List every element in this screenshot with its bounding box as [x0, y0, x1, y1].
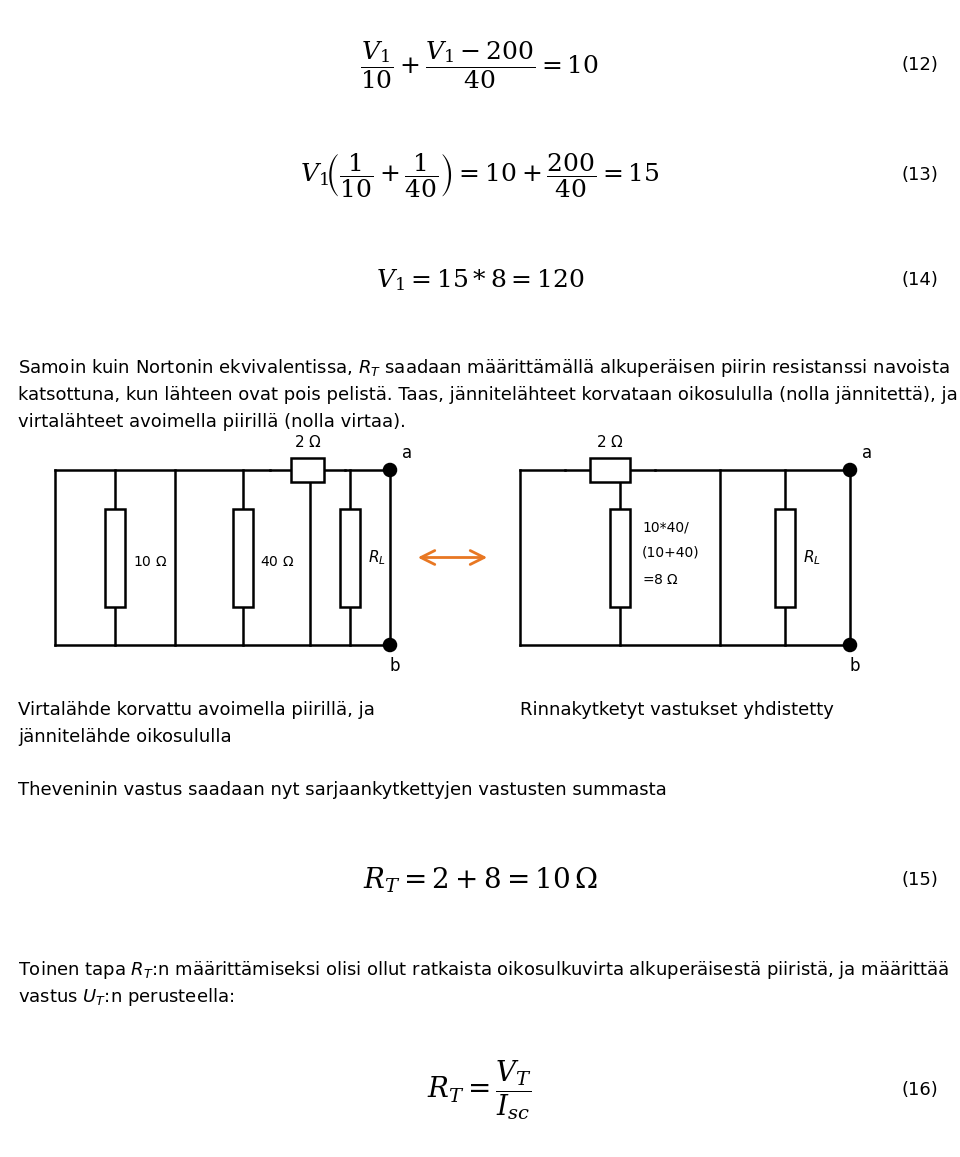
- Text: (16): (16): [901, 1081, 938, 1099]
- Text: $R_L$: $R_L$: [803, 548, 821, 567]
- Text: virtalähteet avoimella piirillä (nolla virtaa).: virtalähteet avoimella piirillä (nolla v…: [18, 413, 406, 432]
- Circle shape: [844, 464, 856, 476]
- Text: vastus $U_T$:n perusteella:: vastus $U_T$:n perusteella:: [18, 986, 234, 1008]
- Text: (13): (13): [901, 165, 939, 184]
- Bar: [775, 508, 795, 606]
- Circle shape: [384, 464, 396, 476]
- Bar: [340, 508, 360, 606]
- Text: 2 $\Omega$: 2 $\Omega$: [294, 434, 322, 450]
- Text: $R_T = 2 + 8 = 10\,\Omega$: $R_T = 2 + 8 = 10\,\Omega$: [363, 865, 597, 894]
- Bar: [589, 458, 631, 482]
- Text: 40 $\Omega$: 40 $\Omega$: [260, 555, 295, 569]
- Text: $R_T = \dfrac{V_T}{I_{sc}}$: $R_T = \dfrac{V_T}{I_{sc}}$: [427, 1059, 533, 1122]
- Text: a: a: [402, 444, 412, 462]
- FancyArrowPatch shape: [420, 551, 484, 565]
- Text: $\dfrac{V_1}{10} + \dfrac{V_1 - 200}{40} = 10$: $\dfrac{V_1}{10} + \dfrac{V_1 - 200}{40}…: [360, 39, 600, 91]
- Circle shape: [844, 639, 856, 651]
- Bar: [291, 458, 324, 482]
- Text: 2 $\Omega$: 2 $\Omega$: [596, 434, 624, 450]
- Text: katsottuna, kun lähteen ovat pois pelistä. Taas, jännitelähteet korvataan oikosu: katsottuna, kun lähteen ovat pois pelist…: [18, 386, 958, 404]
- Text: (12): (12): [901, 56, 939, 74]
- Bar: [105, 508, 125, 606]
- Text: (15): (15): [901, 871, 939, 889]
- Text: Rinnakytketyt vastukset yhdistetty: Rinnakytketyt vastukset yhdistetty: [520, 701, 834, 718]
- Bar: [232, 508, 252, 606]
- Text: Samoin kuin Nortonin ekvivalentissa, $R_T$ saadaan määrittämällä alkuperäisen pi: Samoin kuin Nortonin ekvivalentissa, $R_…: [18, 358, 949, 379]
- Text: (14): (14): [901, 271, 939, 289]
- Circle shape: [384, 639, 396, 651]
- Text: a: a: [862, 444, 872, 462]
- Text: =8 $\Omega$: =8 $\Omega$: [642, 573, 679, 587]
- Text: 10*40/: 10*40/: [642, 521, 688, 535]
- Text: Toinen tapa $R_T$:n määrittämiseksi olisi ollut ratkaista oikosulkuvirta alkuper: Toinen tapa $R_T$:n määrittämiseksi olis…: [18, 959, 949, 981]
- Text: jännitelähde oikosululla: jännitelähde oikosululla: [18, 728, 231, 746]
- Text: $V_1 = 15 * 8 = 120$: $V_1 = 15 * 8 = 120$: [375, 267, 585, 293]
- Text: Theveninin vastus saadaan nyt sarjaankytkettyjen vastusten summasta: Theveninin vastus saadaan nyt sarjaankyt…: [18, 781, 667, 799]
- Text: b: b: [390, 657, 400, 675]
- Text: Virtalähde korvattu avoimella piirillä, ja: Virtalähde korvattu avoimella piirillä, …: [18, 701, 374, 718]
- Text: (10+40): (10+40): [642, 545, 700, 560]
- Text: $V_1\!\left(\dfrac{1}{10} + \dfrac{1}{40}\right) = 10 + \dfrac{200}{40} = 15$: $V_1\!\left(\dfrac{1}{10} + \dfrac{1}{40…: [300, 152, 660, 199]
- Text: 10 $\Omega$: 10 $\Omega$: [133, 555, 167, 569]
- Bar: [610, 508, 630, 606]
- Text: b: b: [850, 657, 860, 675]
- Text: $R_L$: $R_L$: [368, 548, 386, 567]
